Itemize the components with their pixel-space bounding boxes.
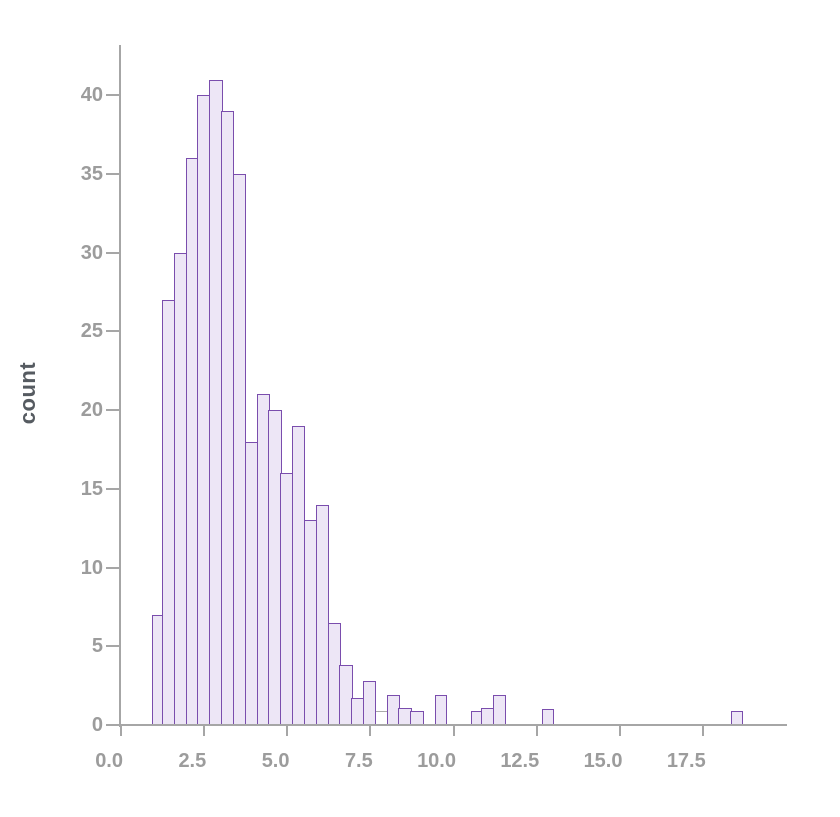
x-tick-label: 15.0 — [583, 750, 623, 772]
x-tick-mark — [535, 725, 538, 736]
x-tick-label: 17.5 — [666, 750, 706, 772]
x-tick-label: 5.0 — [261, 750, 290, 772]
x-tick-label: 12.5 — [500, 750, 540, 772]
x-tick-mark — [202, 725, 205, 736]
x-tick-mark — [702, 725, 705, 736]
histogram-bar — [435, 695, 448, 725]
x-tick-mark — [619, 725, 621, 736]
y-tick-mark — [106, 173, 120, 176]
histogram-bar — [362, 680, 377, 725]
x-tick-label: 7.5 — [344, 750, 373, 772]
histogram-bar — [731, 710, 743, 725]
y-tick-mark — [106, 409, 120, 412]
y-tick-label: 40 — [80, 84, 103, 107]
y-tick-label: 5 — [91, 635, 103, 658]
plot-area — [121, 45, 787, 725]
y-tick-label: 15 — [80, 477, 103, 500]
y-tick-mark — [106, 645, 120, 648]
y-tick-label: 0 — [91, 714, 103, 736]
x-tick-mark — [286, 725, 288, 736]
histogram-bar — [541, 709, 554, 725]
y-axis-title: count — [15, 361, 40, 425]
y-tick-mark — [106, 330, 120, 333]
histogram-bar — [339, 665, 353, 725]
y-tick-label: 35 — [80, 163, 103, 186]
x-tick-label: 2.5 — [178, 750, 207, 772]
y-tick-mark — [106, 724, 120, 726]
x-tick-mark — [369, 725, 372, 736]
y-tick-label: 25 — [80, 320, 103, 343]
y-tick-label: 10 — [80, 556, 103, 579]
y-axis-spine — [119, 45, 121, 727]
x-tick-mark — [452, 725, 455, 736]
histogram-bar — [493, 695, 507, 725]
y-tick-label: 30 — [80, 241, 103, 264]
x-tick-label: 10.0 — [417, 750, 456, 772]
y-tick-label: 20 — [80, 399, 103, 422]
histogram-bar — [410, 710, 424, 725]
y-tick-mark — [106, 566, 120, 569]
x-tick-label: 0.0 — [95, 750, 123, 772]
histogram-bar — [315, 504, 329, 725]
y-tick-mark — [106, 487, 120, 490]
y-tick-mark — [106, 94, 120, 97]
x-tick-mark — [119, 725, 122, 736]
y-tick-mark — [106, 251, 120, 254]
